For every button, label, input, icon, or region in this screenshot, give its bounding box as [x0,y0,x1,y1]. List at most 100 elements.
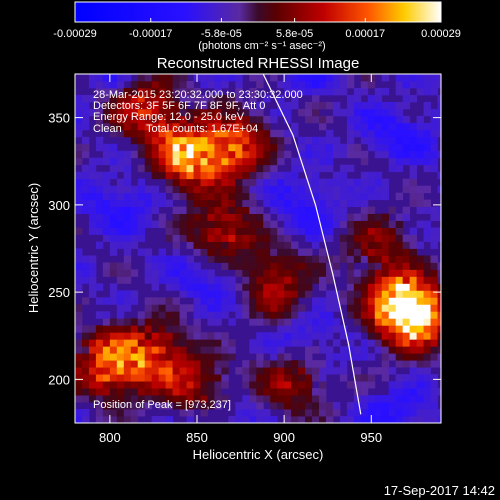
heatmap-cell [402,290,411,298]
heatmap-cell [270,108,278,117]
heatmap-cell [388,304,397,312]
heatmap-cell [298,402,306,410]
heatmap-cell [277,339,285,347]
heatmap-cell [172,304,180,312]
heatmap-cell [284,136,292,145]
heatmap-cell [346,416,355,423]
heatmap-cell [109,227,118,235]
heatmap-cell [207,311,215,319]
heatmap-cell [235,129,243,138]
heatmap-cell [270,332,278,340]
heatmap-cell [319,136,327,145]
heatmap-cell [319,213,327,221]
heatmap-cell [325,74,334,82]
heatmap-cell [395,213,404,221]
heatmap-cell [158,339,167,347]
heatmap-cell [381,402,390,410]
heatmap-cell [144,248,153,256]
heatmap-cell [179,94,187,103]
heatmap-cell [249,339,257,347]
heatmap-cell [270,311,278,319]
heatmap-cell [172,171,180,180]
heatmap-cell [116,206,125,214]
colorbar-ticks: -0.00029 -0.00017 -5.8e-05 5.8e-05 0.00017 0.… [53,18,461,40]
heatmap-cell [123,416,132,423]
heatmap-cell [374,367,383,375]
heatmap-cell [165,325,173,333]
heatmap-cell [109,157,118,166]
heatmap-cell [95,87,104,96]
heatmap-cell [144,143,153,152]
heatmap-cell [360,402,369,410]
heatmap-cell [95,74,104,82]
heatmap-cell [305,276,313,284]
heatmap-cell [158,325,167,333]
heatmap-cell [151,311,160,319]
heatmap-cell [228,101,236,110]
heatmap-cell [179,318,187,326]
heatmap-cell [179,402,187,410]
heatmap-cell [116,122,125,131]
heatmap-cell [200,220,208,228]
heatmap-cell [109,171,118,180]
heatmap-cell [193,101,201,110]
heatmap-cell [291,374,299,382]
heatmap-cell [123,332,132,340]
heatmap-cell [144,346,153,354]
heatmap-cell [353,304,362,312]
heatmap-cell [312,241,320,249]
heatmap-cell [388,220,397,228]
heatmap-cell [437,318,441,326]
heatmap-cell [367,374,376,382]
heatmap-cell [109,122,118,131]
heatmap-cell [144,297,153,305]
colorbar-units-label: (photons cm⁻² s⁻¹ asec⁻²) [198,40,325,52]
heatmap-cell [437,234,441,242]
heatmap-cell [381,311,390,319]
heatmap-cell [200,192,208,201]
heatmap-cell [263,311,271,319]
heatmap-cell [388,409,397,417]
heatmap-cell [360,325,369,333]
heatmap-cell [374,122,383,131]
heatmap-cell [270,353,278,361]
heatmap-cell [402,262,411,270]
heatmap-cell [270,136,278,145]
heatmap-cell [416,255,424,263]
heatmap-cell [102,269,111,277]
heatmap-cell [144,220,153,228]
heatmap-cell [242,374,250,382]
heatmap-cell [256,192,264,201]
heatmap-cell [123,241,132,249]
heatmap-cell [409,332,417,340]
heatmap-cell [381,108,390,117]
heatmap-cell [423,360,431,368]
heatmap-cell [242,136,250,145]
heatmap-cell [249,318,257,326]
heatmap-cell [305,395,313,403]
heatmap-cell [228,290,236,298]
heatmap-cell [381,234,390,242]
heatmap-cell [179,262,187,270]
heatmap-cell [165,171,173,180]
heatmap-cell [75,409,83,417]
heatmap-cell [325,87,334,96]
heatmap-cell [353,276,362,284]
heatmap-cell [123,353,132,361]
heatmap-cell [409,241,417,249]
heatmap-cell [137,402,146,410]
heatmap-cell [360,115,369,124]
heatmap-cell [423,290,431,298]
heatmap-cell [388,318,397,326]
heatmap-cell [339,255,348,263]
heatmap-cell [360,220,369,228]
heatmap-cell [263,213,271,221]
heatmap-cell [312,367,320,375]
heatmap-cell [172,276,180,284]
heatmap-cell [312,255,320,263]
heatmap-cell [284,227,292,235]
heatmap-cell [95,346,104,354]
heatmap-cell [158,115,167,124]
heatmap-cell [221,94,229,103]
heatmap-cell [319,297,327,305]
